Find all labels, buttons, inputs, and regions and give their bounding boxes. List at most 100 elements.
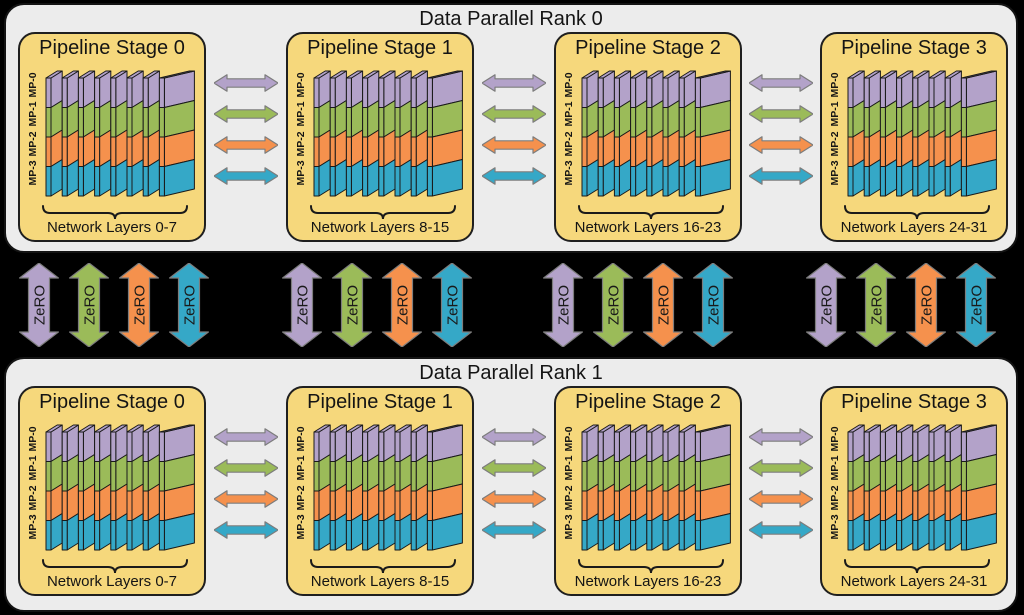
mp-2-label: MP-2 — [27, 131, 39, 157]
model-parallel-layer-stack — [45, 424, 195, 551]
mp-3-label: MP-3 — [295, 514, 307, 540]
zero-communication-band: ZeRO ZeRO ZeRO ZeRO ZeRO ZeRO ZeRO ZeRO ZeRO ZeRO… — [0, 253, 1024, 357]
pipeline-stage-title: Pipeline Stage 2 — [575, 37, 721, 59]
pipeline-parallel-arrow — [482, 74, 546, 92]
zero-arrow-label: ZeRO — [869, 285, 886, 325]
zero-arrow: ZeRO — [332, 263, 372, 347]
mp-2-label: MP-2 — [563, 485, 575, 511]
zero-arrow-label: ZeRO — [32, 285, 49, 325]
mp-1-label: MP-1 — [563, 455, 575, 481]
rank-title: Data Parallel Rank 1 — [419, 362, 603, 384]
mp-0-label: MP-0 — [27, 426, 39, 452]
layers-brace — [310, 559, 456, 574]
zero-arrow-label: ZeRO — [82, 285, 99, 325]
mp-2-label: MP-2 — [563, 131, 575, 157]
rank0-pipeline-stage-2-box: Pipeline Stage 2 MP-0 MP-1 MP-2 MP-3 Net… — [554, 32, 742, 242]
layers-brace — [310, 205, 456, 220]
pipeline-parallel-arrow — [214, 428, 278, 446]
mp-0-label: MP-0 — [295, 426, 307, 452]
mp-1-label: MP-1 — [27, 455, 39, 481]
zero-arrow: ZeRO — [543, 263, 583, 347]
zero-arrow: ZeRO — [643, 263, 683, 347]
data-parallel-rank-0-panel: Data Parallel Rank 0 Pipeline Stage 0 MP… — [4, 3, 1018, 253]
zero-arrow: ZeRO — [806, 263, 846, 347]
mp-3-label: MP-3 — [27, 514, 39, 540]
pipeline-stage-title: Pipeline Stage 2 — [575, 391, 721, 413]
model-parallel-layer-stack — [847, 70, 997, 197]
zero-arrow-label: ZeRO — [395, 285, 412, 325]
rank1-pipeline-stage-1-box: Pipeline Stage 1 MP-0 MP-1 MP-2 MP-3 Net… — [286, 386, 474, 596]
mp-1-label: MP-1 — [829, 101, 841, 127]
network-layers-label: Network Layers 0-7 — [46, 573, 178, 590]
mp-0-label: MP-0 — [829, 426, 841, 452]
pipeline-stage-title: Pipeline Stage 3 — [841, 391, 987, 413]
pipeline-parallel-arrow — [214, 167, 278, 185]
mp-3-label: MP-3 — [295, 160, 307, 186]
zero-arrow-label: ZeRO — [606, 285, 623, 325]
model-parallel-layer-stack — [45, 70, 195, 197]
pipeline-activation-arrows — [482, 74, 546, 185]
zero-arrow: ZeRO — [956, 263, 996, 347]
mp-3-label: MP-3 — [829, 160, 841, 186]
mp-0-label: MP-0 — [27, 72, 39, 98]
layers-brace — [578, 559, 724, 574]
pipeline-parallel-arrow — [482, 428, 546, 446]
pipeline-parallel-arrow — [214, 136, 278, 154]
zero-arrow-label: ZeRO — [295, 285, 312, 325]
layers-brace — [844, 205, 990, 220]
mp-1-label: MP-1 — [27, 101, 39, 127]
zero-arrow: ZeRO — [19, 263, 59, 347]
pipeline-parallel-arrow — [482, 459, 546, 477]
zero-arrow-label: ZeRO — [706, 285, 723, 325]
pipeline-stage-title: Pipeline Stage 0 — [39, 391, 185, 413]
zero-arrow: ZeRO — [69, 263, 109, 347]
data-parallel-rank-1-panel: Data Parallel Rank 1 Pipeline Stage 0 MP… — [4, 357, 1018, 612]
model-parallel-layer-stack — [313, 424, 463, 551]
pipeline-stage-title: Pipeline Stage 3 — [841, 37, 987, 59]
mp-3-label: MP-3 — [563, 514, 575, 540]
pipeline-activation-arrows — [214, 74, 278, 185]
mp-0-label: MP-0 — [829, 72, 841, 98]
pipeline-parallel-arrow — [214, 490, 278, 508]
network-layers-label: Network Layers 16-23 — [574, 219, 722, 236]
zero-arrow: ZeRO — [282, 263, 322, 347]
mp-2-label: MP-2 — [27, 485, 39, 511]
pipeline-parallel-arrow — [749, 521, 813, 539]
pipeline-stage-title: Pipeline Stage 1 — [307, 37, 453, 59]
zero-arrow: ZeRO — [119, 263, 159, 347]
zero-arrow: ZeRO — [906, 263, 946, 347]
zero-arrow-group-1: ZeRO ZeRO ZeRO ZeRO — [282, 263, 472, 347]
model-parallel-layer-stack — [581, 70, 731, 197]
pipeline-parallel-arrow — [214, 459, 278, 477]
zero-arrow-group-3: ZeRO ZeRO ZeRO ZeRO — [806, 263, 996, 347]
mp-1-label: MP-1 — [295, 101, 307, 127]
zero-arrow-label: ZeRO — [345, 285, 362, 325]
network-layers-label: Network Layers 0-7 — [46, 219, 178, 236]
mp-2-label: MP-2 — [295, 485, 307, 511]
pipeline-parallel-arrow — [749, 136, 813, 154]
zero-arrow-label: ZeRO — [819, 285, 836, 325]
layers-brace — [42, 205, 188, 220]
zero-arrow-label: ZeRO — [969, 285, 986, 325]
rank0-pipeline-stage-1-box: Pipeline Stage 1 MP-0 MP-1 MP-2 MP-3 Net… — [286, 32, 474, 242]
zero-arrow-label: ZeRO — [919, 285, 936, 325]
zero-arrow: ZeRO — [693, 263, 733, 347]
zero-arrow-label: ZeRO — [445, 285, 462, 325]
pipeline-activation-arrows — [749, 428, 813, 539]
mp-2-label: MP-2 — [829, 131, 841, 157]
mp-2-label: MP-2 — [295, 131, 307, 157]
mp-0-label: MP-0 — [295, 72, 307, 98]
layers-brace — [578, 205, 724, 220]
rank1-pipeline-stage-0-box: Pipeline Stage 0 MP-0 MP-1 MP-2 MP-3 Net… — [18, 386, 206, 596]
network-layers-label: Network Layers 8-15 — [310, 219, 450, 236]
zero-arrow: ZeRO — [382, 263, 422, 347]
pipeline-parallel-arrow — [214, 74, 278, 92]
pipeline-stage-title: Pipeline Stage 0 — [39, 37, 185, 59]
zero-arrow-label: ZeRO — [556, 285, 573, 325]
zero-arrow: ZeRO — [856, 263, 896, 347]
rank0-pipeline-stage-0-box: Pipeline Stage 0 MP-0 MP-1 MP-2 MP-3 Net… — [18, 32, 206, 242]
pipeline-activation-arrows — [749, 74, 813, 185]
pipeline-parallel-arrow — [214, 105, 278, 123]
rank1-pipeline-stage-2-box: Pipeline Stage 2 MP-0 MP-1 MP-2 MP-3 Net… — [554, 386, 742, 596]
